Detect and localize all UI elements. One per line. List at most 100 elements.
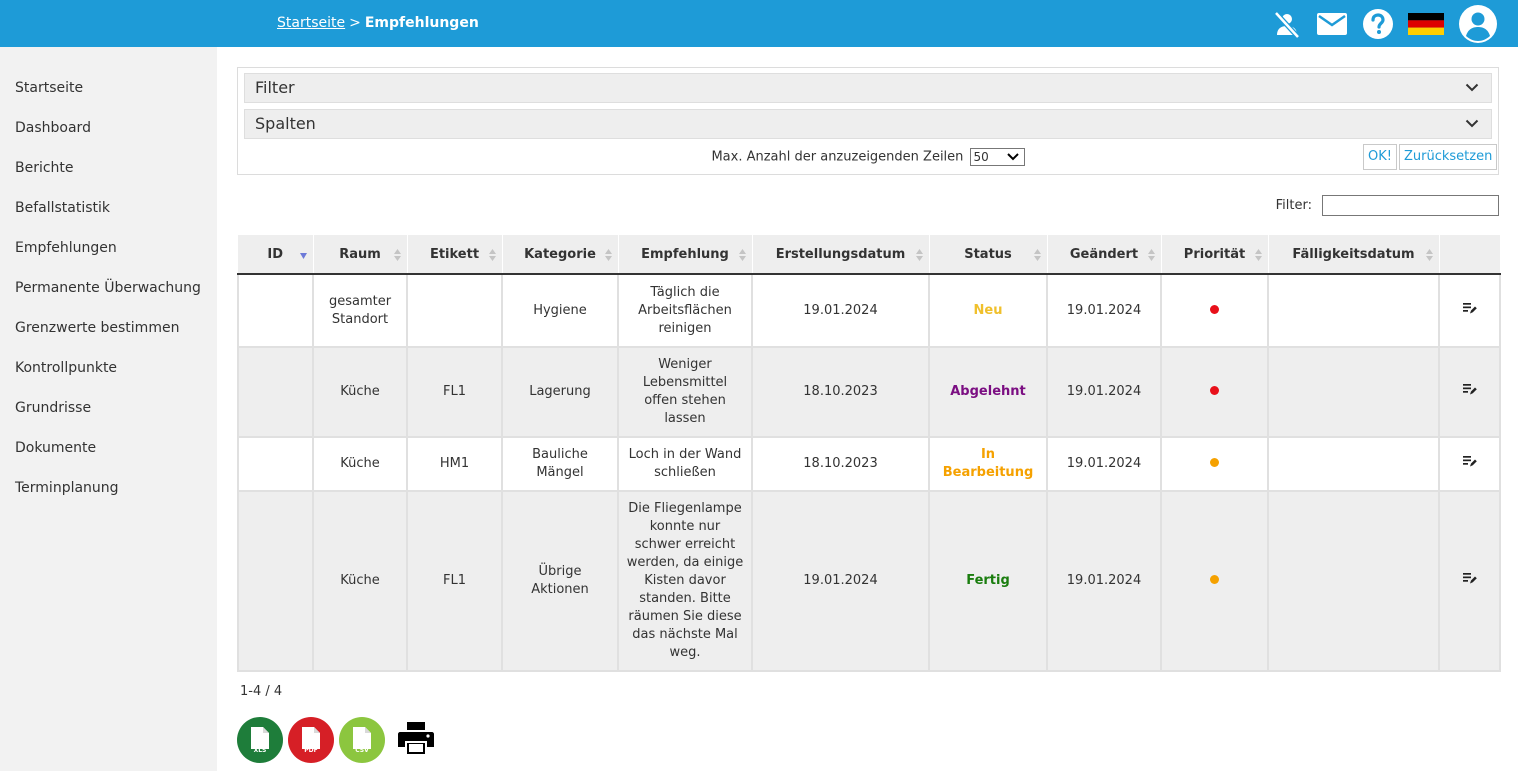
col-header-etikett-label: Etikett <box>429 246 480 262</box>
col-header-id[interactable]: ID <box>238 235 313 275</box>
status-badge: Neu <box>973 302 1003 318</box>
person-off-icon[interactable] <box>1272 9 1302 39</box>
cell-kategorie: Übrige Aktionen <box>501 490 619 672</box>
filter-accordion[interactable]: Filter <box>244 73 1492 103</box>
cell-status: Neu <box>928 273 1048 348</box>
sidebar-item-kontrollpunkte[interactable]: Kontrollpunkte <box>15 360 118 376</box>
sort-icon <box>604 249 612 261</box>
export-xls-label: XLS <box>253 747 267 754</box>
cell-geaendert: 19.01.2024 <box>1046 346 1162 438</box>
cell-etikett: HM1 <box>406 436 503 492</box>
cell-erstellungsdatum: 18.10.2023 <box>751 346 930 438</box>
table-header-row: ID Raum Etikett Kategorie Empfehlung Ers… <box>238 235 1500 275</box>
table-filter-input[interactable] <box>1322 195 1499 216</box>
max-rows-control: Max. Anzahl der anzuzeigenden Zeilen 50 <box>238 148 1498 167</box>
export-csv-button[interactable]: CSV <box>339 717 385 763</box>
col-header-raum-label: Raum <box>339 246 381 262</box>
col-header-etikett[interactable]: Etikett <box>406 235 502 275</box>
top-bar: Startseite > Empfehlungen <box>0 0 1518 47</box>
col-header-erstellungsdatum-label: Erstellungsdatum <box>775 246 906 262</box>
cell-etikett: FL1 <box>406 490 503 672</box>
col-header-raum[interactable]: Raum <box>312 235 407 275</box>
cell-geaendert: 19.01.2024 <box>1046 273 1162 348</box>
filter-accordion-label: Filter <box>255 78 295 97</box>
breadcrumb-current: Empfehlungen <box>364 15 479 31</box>
cell-id <box>237 490 314 672</box>
col-header-faelligkeitsdatum[interactable]: Fälligkeitsdatum <box>1267 235 1439 275</box>
sidebar-item-befallstatistik[interactable]: Befallstatistik <box>15 200 111 216</box>
edit-note-icon[interactable] <box>1462 572 1477 590</box>
cell-id <box>237 436 314 492</box>
max-rows-label: Max. Anzahl der anzuzeigenden Zeilen <box>711 149 964 165</box>
col-header-kategorie[interactable]: Kategorie <box>501 235 618 275</box>
cell-erstellungsdatum: 18.10.2023 <box>751 436 930 492</box>
col-header-prioritaet[interactable]: Priorität <box>1160 235 1268 275</box>
status-badge: Abgelehnt <box>950 384 1026 399</box>
sidebar-item-grenzwerte[interactable]: Grenzwerte bestimmen <box>15 320 180 336</box>
cell-kategorie: Lagerung <box>501 346 619 438</box>
sidebar-item-dokumente[interactable]: Dokumente <box>15 440 97 456</box>
cell-erstellungsdatum: 19.01.2024 <box>751 273 930 348</box>
breadcrumb-home-link[interactable]: Startseite <box>277 15 346 31</box>
cell-actions <box>1438 346 1501 438</box>
export-xls-button[interactable]: XLS <box>237 717 283 763</box>
col-header-geaendert[interactable]: Geändert <box>1046 235 1161 275</box>
sort-icon <box>1425 249 1433 261</box>
sort-icon <box>393 249 401 261</box>
mail-icon[interactable] <box>1316 11 1348 37</box>
priority-dot <box>1210 386 1219 395</box>
sidebar-item-permanente-ueberwachung[interactable]: Permanente Überwachung <box>15 280 201 296</box>
sidebar-item-grundrisse[interactable]: Grundrisse <box>15 400 92 416</box>
col-header-empfehlung[interactable]: Empfehlung <box>617 235 752 275</box>
sidebar-item-dashboard[interactable]: Dashboard <box>15 120 91 136</box>
col-header-id-label: ID <box>267 246 284 262</box>
table-row[interactable]: Küche FL1 Lagerung Weniger Lebensmittel … <box>237 346 1501 438</box>
sidebar-item-startseite[interactable]: Startseite <box>15 80 84 96</box>
help-icon[interactable] <box>1362 8 1394 40</box>
table-filter-label: Filter: <box>1275 198 1312 213</box>
edit-note-icon[interactable] <box>1462 302 1477 320</box>
edit-note-icon[interactable] <box>1462 455 1477 473</box>
cell-actions <box>1438 436 1501 492</box>
sidebar-item-terminplanung[interactable]: Terminplanung <box>15 480 119 496</box>
sidebar-item-empfehlungen[interactable]: Empfehlungen <box>15 240 117 256</box>
chevron-down-icon <box>1465 119 1479 128</box>
print-icon[interactable] <box>398 721 434 759</box>
reset-button[interactable]: Zurücksetzen <box>1399 144 1498 170</box>
user-avatar-icon[interactable] <box>1458 4 1498 44</box>
cell-etikett <box>406 273 503 348</box>
cell-faelligkeitsdatum <box>1267 273 1440 348</box>
max-rows-select[interactable]: 50 <box>969 148 1025 166</box>
col-header-status[interactable]: Status <box>928 235 1047 275</box>
breadcrumb: Startseite > Empfehlungen <box>277 15 479 31</box>
cell-faelligkeitsdatum <box>1267 490 1440 672</box>
export-pdf-button[interactable]: PDF <box>288 717 334 763</box>
file-icon <box>251 727 269 749</box>
cell-empfehlung: Täglich die Arbeitsflächen reinigen <box>617 273 753 348</box>
chevron-down-icon <box>1465 83 1479 92</box>
cell-prioritaet <box>1160 273 1269 348</box>
col-header-status-label: Status <box>964 246 1012 262</box>
table-row[interactable]: Küche FL1 Übrige Aktionen Die Fliegenlam… <box>237 490 1501 672</box>
german-flag-icon[interactable] <box>1408 13 1444 35</box>
cell-id <box>237 346 314 438</box>
file-icon <box>353 727 371 749</box>
cell-raum: gesamter Standort <box>312 273 408 348</box>
table-row[interactable]: Küche HM1 Bauliche Mängel Loch in der Wa… <box>237 436 1501 492</box>
cell-raum: Küche <box>312 346 408 438</box>
cell-id <box>237 273 314 348</box>
ok-button[interactable]: OK! <box>1363 144 1397 170</box>
filter-panel: Filter Spalten Max. Anzahl der anzuzeige… <box>237 67 1499 175</box>
cell-actions <box>1438 490 1501 672</box>
table-row[interactable]: gesamter Standort Hygiene Täglich die Ar… <box>237 273 1501 348</box>
cell-status: In Bearbeitung <box>928 436 1048 492</box>
sidebar: Startseite Dashboard Berichte Befallstat… <box>0 47 217 771</box>
columns-accordion[interactable]: Spalten <box>244 109 1492 139</box>
sidebar-item-berichte[interactable]: Berichte <box>15 160 74 176</box>
sort-icon <box>915 249 923 261</box>
export-buttons: XLS PDF CSV <box>237 717 434 763</box>
cell-etikett: FL1 <box>406 346 503 438</box>
edit-note-icon[interactable] <box>1462 383 1477 401</box>
col-header-erstellungsdatum[interactable]: Erstellungsdatum <box>751 235 929 275</box>
cell-raum: Küche <box>312 436 408 492</box>
